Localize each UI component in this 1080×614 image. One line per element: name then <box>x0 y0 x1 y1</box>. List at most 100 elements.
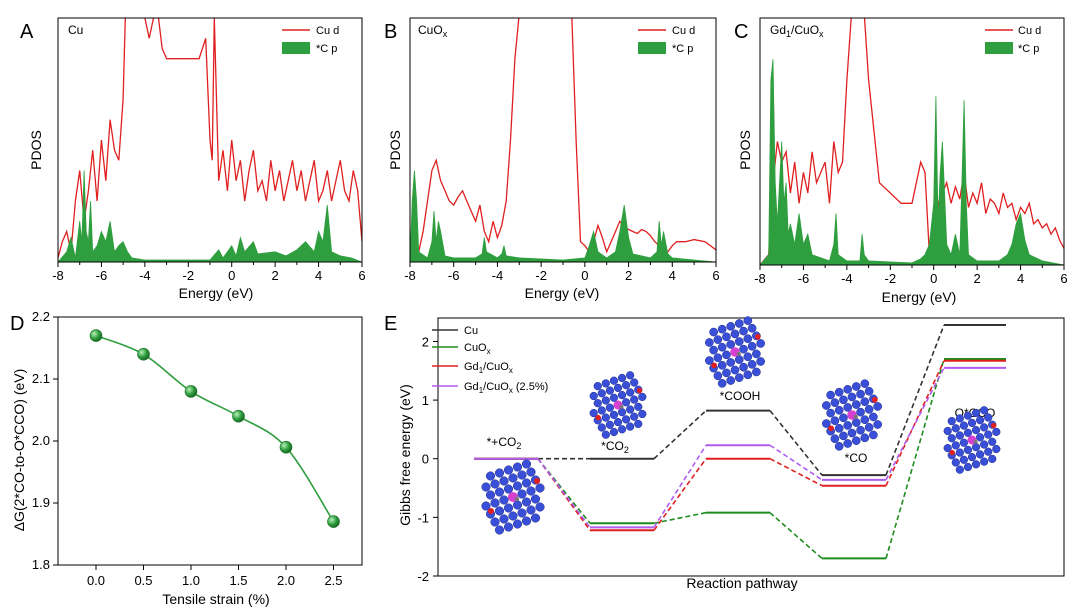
x-tick-label: 1.5 <box>229 573 247 588</box>
y-tick-label: 2.0 <box>32 433 50 448</box>
chart-b-ylabel: PDOS <box>387 130 403 170</box>
x-tick-label: -6 <box>448 268 460 283</box>
chart-c-legend: Cu d *C p <box>985 25 1041 55</box>
pdos-chart-b: -8 -6 -4 -2 0 2 4 6 <box>404 17 720 283</box>
chart-e-legend: Cu CuOx Gd1/CuOx Gd1/CuOx (2.5%) <box>432 325 548 395</box>
panel-label-a: A <box>20 21 34 43</box>
plot-frame <box>409 17 717 263</box>
chart-c-xlabel: Energy (eV) <box>882 289 957 305</box>
x-tick-label: 2.0 <box>277 573 295 588</box>
legend-label-gd25: Gd1/CuOx (2.5%) <box>464 381 548 395</box>
x-tick-label: 6 <box>358 268 365 283</box>
x-tick-label: 2 <box>625 268 632 283</box>
transition-line <box>653 458 707 531</box>
series-cud-line <box>58 18 362 259</box>
transition-line <box>537 458 591 524</box>
molecule-cluster <box>943 406 1001 474</box>
molecule-cluster <box>589 371 647 439</box>
fit-curve <box>95 334 335 523</box>
series-cp-area <box>410 170 716 262</box>
transition-line <box>769 458 823 487</box>
panel-label-c: C <box>734 21 748 43</box>
chart-e-ylabel: Gibbs free energy (eV) <box>397 384 413 526</box>
series-cp-area <box>58 170 362 262</box>
x-tick-label: -4 <box>841 271 853 286</box>
transition-line <box>653 444 707 528</box>
molecule-illustrations <box>481 316 1001 535</box>
molecule-cluster <box>481 459 545 535</box>
panel-label-d: D <box>10 313 24 335</box>
chart-d-xlabel: Tensile strain (%) <box>162 591 269 607</box>
state-label-3: *CO <box>845 451 868 465</box>
transition-line <box>769 410 823 476</box>
x-tick-label: 2 <box>272 268 279 283</box>
legend-label-cud-a: Cu d <box>316 25 339 37</box>
transition-line <box>885 358 945 559</box>
chart-a-ylabel: PDOS <box>28 130 44 170</box>
y-tick-label: 2.2 <box>32 309 50 324</box>
molecule-cluster <box>822 379 882 451</box>
data-point <box>232 409 245 423</box>
x-tick-label: 4 <box>1017 271 1024 286</box>
y-tick-label: 2.1 <box>32 371 50 386</box>
legend-label-cuox: CuOx <box>464 342 491 356</box>
series-cud-line <box>410 18 716 262</box>
x-tick-label: 0 <box>581 268 588 283</box>
legend-label-cud-c: Cu d <box>1018 25 1041 37</box>
chart-c-ylabel: PDOS <box>737 130 753 170</box>
chart-d-ylabel: ΔG(2*CO-to-O*CCO) (eV) <box>11 369 27 532</box>
x-tick-label: -8 <box>52 268 64 283</box>
x-tick-label: -6 <box>798 271 810 286</box>
x-tick-label: -2 <box>535 268 547 283</box>
transition-line <box>653 410 707 460</box>
x-tick-label: 2.5 <box>324 573 342 588</box>
chart-a-legend: Cu d *C p <box>282 25 339 55</box>
data-point <box>137 347 150 361</box>
transition-line <box>537 458 591 528</box>
x-tick-label: -8 <box>404 268 416 283</box>
x-tick-label: -6 <box>96 268 108 283</box>
chart-b-title: CuOx <box>418 23 448 39</box>
chart-b-xlabel: Energy (eV) <box>525 285 600 301</box>
x-tick-label: -4 <box>139 268 151 283</box>
state-label-2: *COOH <box>720 389 761 403</box>
pdos-chart-a: -8 -6 -4 -2 0 2 4 6 <box>52 17 366 283</box>
plot-frame <box>57 316 363 566</box>
series-cp-area <box>760 59 1064 265</box>
y-tick-label: 1 <box>422 393 429 408</box>
state-label-0: *+CO2 <box>487 435 522 451</box>
x-tick-label: 0 <box>930 271 937 286</box>
transition-line <box>769 512 823 560</box>
x-tick-label: 0 <box>228 268 235 283</box>
legend-label-cu: Cu <box>464 325 478 337</box>
molecule-cluster <box>705 316 765 388</box>
panel-label-e: E <box>384 313 397 335</box>
x-tick-label: -8 <box>754 271 766 286</box>
y-tick-label: 1.9 <box>32 495 50 510</box>
strain-chart-d: 1.8 1.9 2.0 2.1 2.2 0.0 0.5 1.0 1.5 2.0 2.5 <box>32 309 363 588</box>
chart-a-xlabel: Energy (eV) <box>179 285 254 301</box>
chart-c-title: Gd1/CuOx <box>770 23 824 39</box>
x-tick-label: 4 <box>669 268 676 283</box>
y-tick-label: 0 <box>422 452 429 467</box>
x-tick-label: 1.0 <box>182 573 200 588</box>
legend-label-gd: Gd1/CuOx <box>464 361 513 375</box>
legend-swatch-cp-c <box>985 42 1013 54</box>
x-tick-label: -2 <box>885 271 897 286</box>
pdos-chart-c: -8 -6 -4 -2 0 2 4 6 <box>754 17 1068 286</box>
transition-line <box>885 324 945 476</box>
x-tick-label: 2 <box>974 271 981 286</box>
legend-swatch-cp-a <box>282 42 310 54</box>
y-tick-label: -1 <box>417 510 429 525</box>
transition-line <box>537 458 591 531</box>
chart-e-xlabel: Reaction pathway <box>686 575 797 591</box>
legend-label-cud-b: Cu d <box>672 25 695 37</box>
x-tick-label: -2 <box>183 268 195 283</box>
y-tick-label: -2 <box>417 569 429 584</box>
data-point <box>327 515 340 528</box>
x-tick-label: 0.0 <box>87 573 105 588</box>
gibbs-chart-e: -2 -1 0 1 2 <box>417 317 1065 584</box>
legend-label-cp-b: *C p <box>672 43 693 55</box>
data-point <box>89 329 103 342</box>
